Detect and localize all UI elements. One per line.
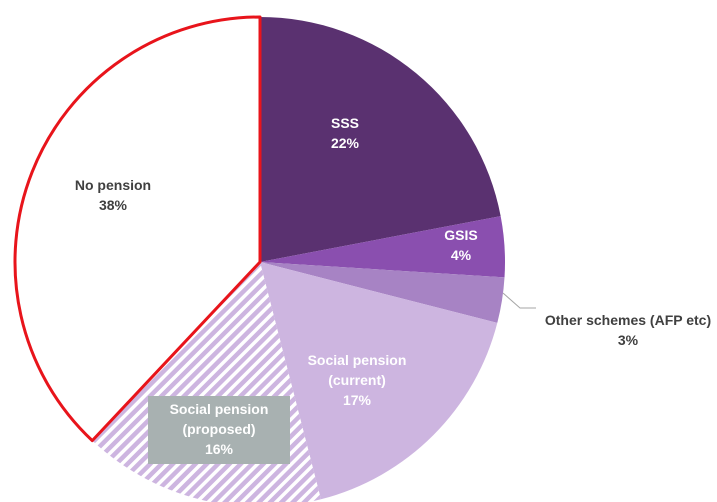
category-name: SSS: [330, 115, 359, 131]
value-label: 38%: [98, 197, 128, 213]
slice-label: Social pension (proposed) 16%: [148, 396, 290, 464]
leader-line: [502, 292, 536, 309]
category-name: GSIS: [444, 227, 478, 243]
slice-label: GSIS 4%: [431, 225, 491, 265]
value-label: 16%: [204, 441, 234, 457]
value-label: 4%: [450, 247, 472, 263]
pie-slice: [260, 262, 498, 500]
category-name: Social pension (proposed): [169, 401, 269, 437]
slice-label: Other schemes (AFP etc) 3%: [533, 310, 717, 350]
pie-slice: [260, 17, 501, 262]
category-name: Social pension (current): [307, 352, 407, 388]
value-label: 17%: [342, 392, 372, 408]
pie-slice: [13, 15, 262, 443]
pie-slice: [260, 216, 505, 278]
value-label: 3%: [617, 332, 639, 348]
pie-slice: [260, 262, 505, 323]
category-name: Other schemes (AFP etc): [544, 312, 712, 328]
slice-label: Social pension (current) 17%: [287, 350, 427, 410]
slice-label: SSS 22%: [305, 113, 385, 153]
category-name: No pension: [74, 177, 152, 193]
value-label: 22%: [330, 135, 360, 151]
slice-label: No pension 38%: [53, 175, 173, 215]
